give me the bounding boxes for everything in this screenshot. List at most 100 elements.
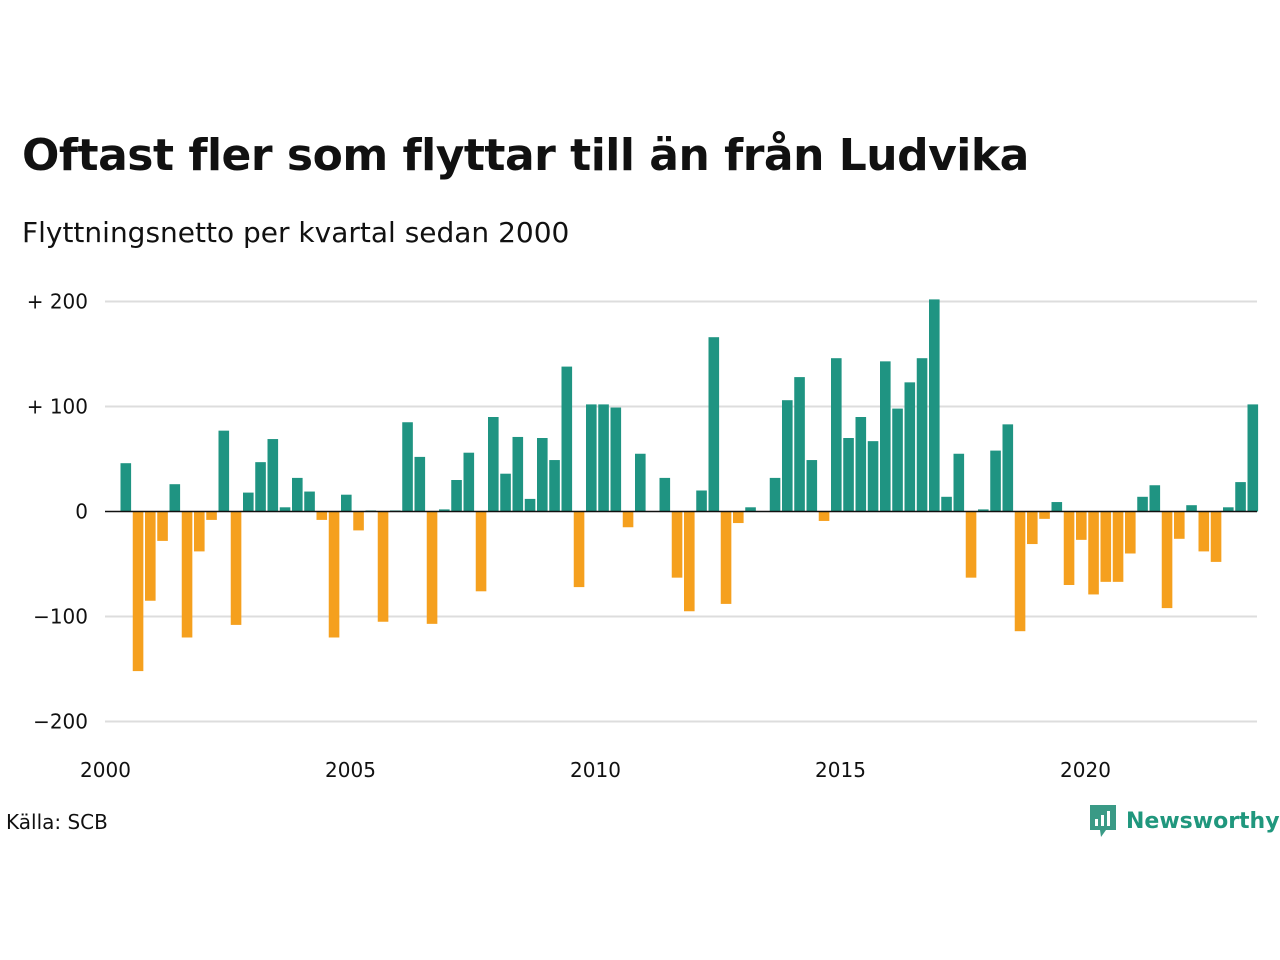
bar [316, 511, 328, 520]
y-tick-label: −100 [33, 605, 88, 629]
bars [120, 299, 1259, 672]
bar [292, 477, 303, 512]
bar [610, 407, 622, 512]
bar [267, 439, 279, 512]
bar [561, 366, 573, 512]
bar [1051, 502, 1063, 512]
bar [1039, 511, 1050, 519]
bar [537, 438, 548, 512]
bar [1210, 511, 1222, 562]
bar [978, 509, 989, 512]
bar [157, 511, 168, 541]
y-axis-labels: + 200 + 100 0 −100 −200 [27, 290, 88, 734]
bar [1076, 511, 1087, 540]
bar [439, 509, 450, 512]
brand-logo: Newsworthy [1088, 803, 1280, 839]
bar [708, 337, 720, 512]
bar [206, 511, 217, 520]
y-tick-label: + 100 [27, 395, 88, 419]
bar [635, 453, 646, 512]
bar [132, 511, 144, 672]
source-note: Källa: SCB [6, 810, 108, 834]
bar [892, 408, 903, 512]
bar [426, 511, 438, 624]
x-tick-label: 2000 [80, 758, 131, 782]
y-tick-label: 0 [75, 500, 88, 524]
bar [684, 511, 695, 612]
bar [1247, 404, 1259, 512]
bar [1002, 424, 1014, 512]
bar [1198, 511, 1210, 552]
bar [818, 511, 830, 521]
bar [782, 400, 793, 512]
bar [769, 477, 781, 512]
gridlines [105, 300, 1257, 723]
y-tick-label: + 200 [27, 290, 88, 314]
bar [916, 358, 928, 512]
bar [304, 491, 315, 512]
bar [671, 511, 683, 578]
bar [696, 490, 707, 512]
bar [586, 404, 597, 512]
bar [475, 511, 487, 592]
bar [328, 511, 340, 638]
bar [524, 498, 536, 512]
bar [598, 404, 609, 512]
bar [867, 441, 879, 512]
bar [181, 511, 193, 638]
bar-chart: + 200 + 100 0 −100 −200 2000 2005 2010 2015 2020 [27, 290, 1259, 782]
bar [806, 460, 818, 512]
chart-subtitle: Flyttningsnetto per kvartal sedan 2000 [22, 216, 570, 249]
bar [573, 511, 585, 588]
y-tick-label: −200 [33, 710, 88, 734]
bar [549, 460, 560, 512]
x-tick-label: 2005 [325, 758, 376, 782]
bar [512, 436, 524, 512]
bar [622, 511, 634, 528]
bar [230, 511, 242, 625]
bar [1063, 511, 1075, 585]
bar [145, 511, 156, 601]
bar [953, 453, 965, 512]
bar [720, 511, 732, 604]
bar [169, 484, 181, 512]
bar [1174, 511, 1185, 539]
bar [1112, 511, 1124, 582]
bar [941, 496, 952, 512]
bar [880, 361, 891, 512]
bar [1161, 511, 1173, 609]
bar [255, 462, 266, 512]
bar [1125, 511, 1136, 554]
bar [1186, 505, 1197, 512]
newsworthy-logo-icon [1090, 805, 1116, 837]
bar [1014, 511, 1026, 632]
bar [831, 358, 842, 512]
bar [243, 492, 254, 512]
bar [965, 511, 977, 578]
bar [1149, 485, 1161, 512]
bar [843, 438, 854, 512]
bar [855, 417, 867, 512]
bar [488, 417, 499, 512]
bar [794, 377, 805, 512]
bar [402, 422, 413, 512]
bar [1100, 511, 1112, 582]
bar [194, 511, 205, 552]
bar [1027, 511, 1038, 545]
bar [451, 480, 462, 512]
x-tick-label: 2020 [1060, 758, 1111, 782]
bar [218, 430, 230, 512]
x-tick-label: 2010 [570, 758, 621, 782]
bar [279, 507, 291, 512]
bar [929, 299, 940, 512]
bar [1223, 507, 1234, 512]
bar [341, 494, 352, 512]
bar [1235, 482, 1246, 512]
bar [904, 382, 916, 512]
bar [500, 473, 511, 512]
bar [733, 511, 744, 524]
bar [1137, 496, 1148, 512]
bar [990, 450, 1001, 512]
bar [377, 511, 389, 622]
x-axis-labels: 2000 2005 2010 2015 2020 [80, 758, 1111, 782]
